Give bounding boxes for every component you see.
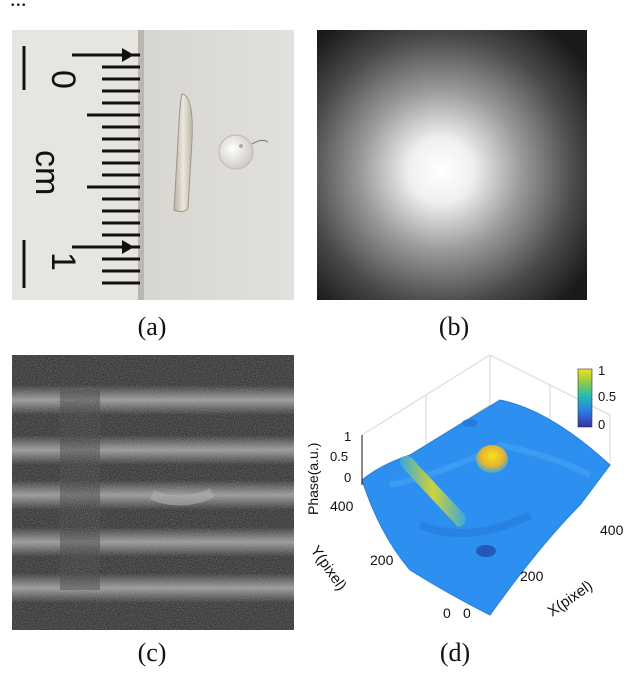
sphere-bump [476,445,508,473]
colorbar-tick-1: 1 [598,363,605,378]
caption-c: (c) [137,638,167,667]
panel-c-fringes [12,355,294,630]
sphere-object [218,134,254,170]
caption-b: (b) [438,312,470,341]
ruler-photo: 0 cm 1 [12,30,294,300]
colorbar [577,368,593,428]
ruler-label-cm: cm [28,150,66,195]
z-tick-05: 0.5 [330,449,348,464]
x-tick-200: 200 [520,568,544,584]
fiber-ridge [400,456,466,527]
panel-a-photo: 0 cm 1 [12,30,294,300]
colorbar-tick-05: 0.5 [598,389,616,404]
y-tick-200: 200 [370,552,394,568]
y-axis-label: Y(pixel) [307,543,350,594]
x-axis-label: X(pixel) [545,577,596,620]
x-tick-0: 0 [463,605,471,621]
fiber-segment [173,93,193,213]
panel-d-phase-surface: 1 0.5 0 Phase(a.u.) 400 200 0 Y(pixel) 0… [300,354,635,630]
caption-d: (d) [439,638,471,667]
z-axis-label: Phase(a.u.) [305,443,321,515]
header-fragment: ... [0,0,640,20]
caption-a: (a) [137,312,167,341]
phase-surface-plot: 1 0.5 0 Phase(a.u.) 400 200 0 Y(pixel) 0… [305,354,624,621]
ruler-label-one: 1 [44,252,82,271]
phase-surface [361,399,611,616]
fringe-image [12,355,294,630]
intensity-image [317,30,587,300]
x-tick-400: 400 [600,522,624,538]
ruler-label-zero: 0 [44,70,82,89]
colorbar-tick-0: 0 [598,417,605,432]
y-tick-0: 0 [443,605,451,621]
y-tick-400: 400 [330,498,354,514]
z-tick-1: 1 [344,429,351,444]
panel-b-intensity [317,30,587,300]
z-tick-0: 0 [344,470,351,485]
